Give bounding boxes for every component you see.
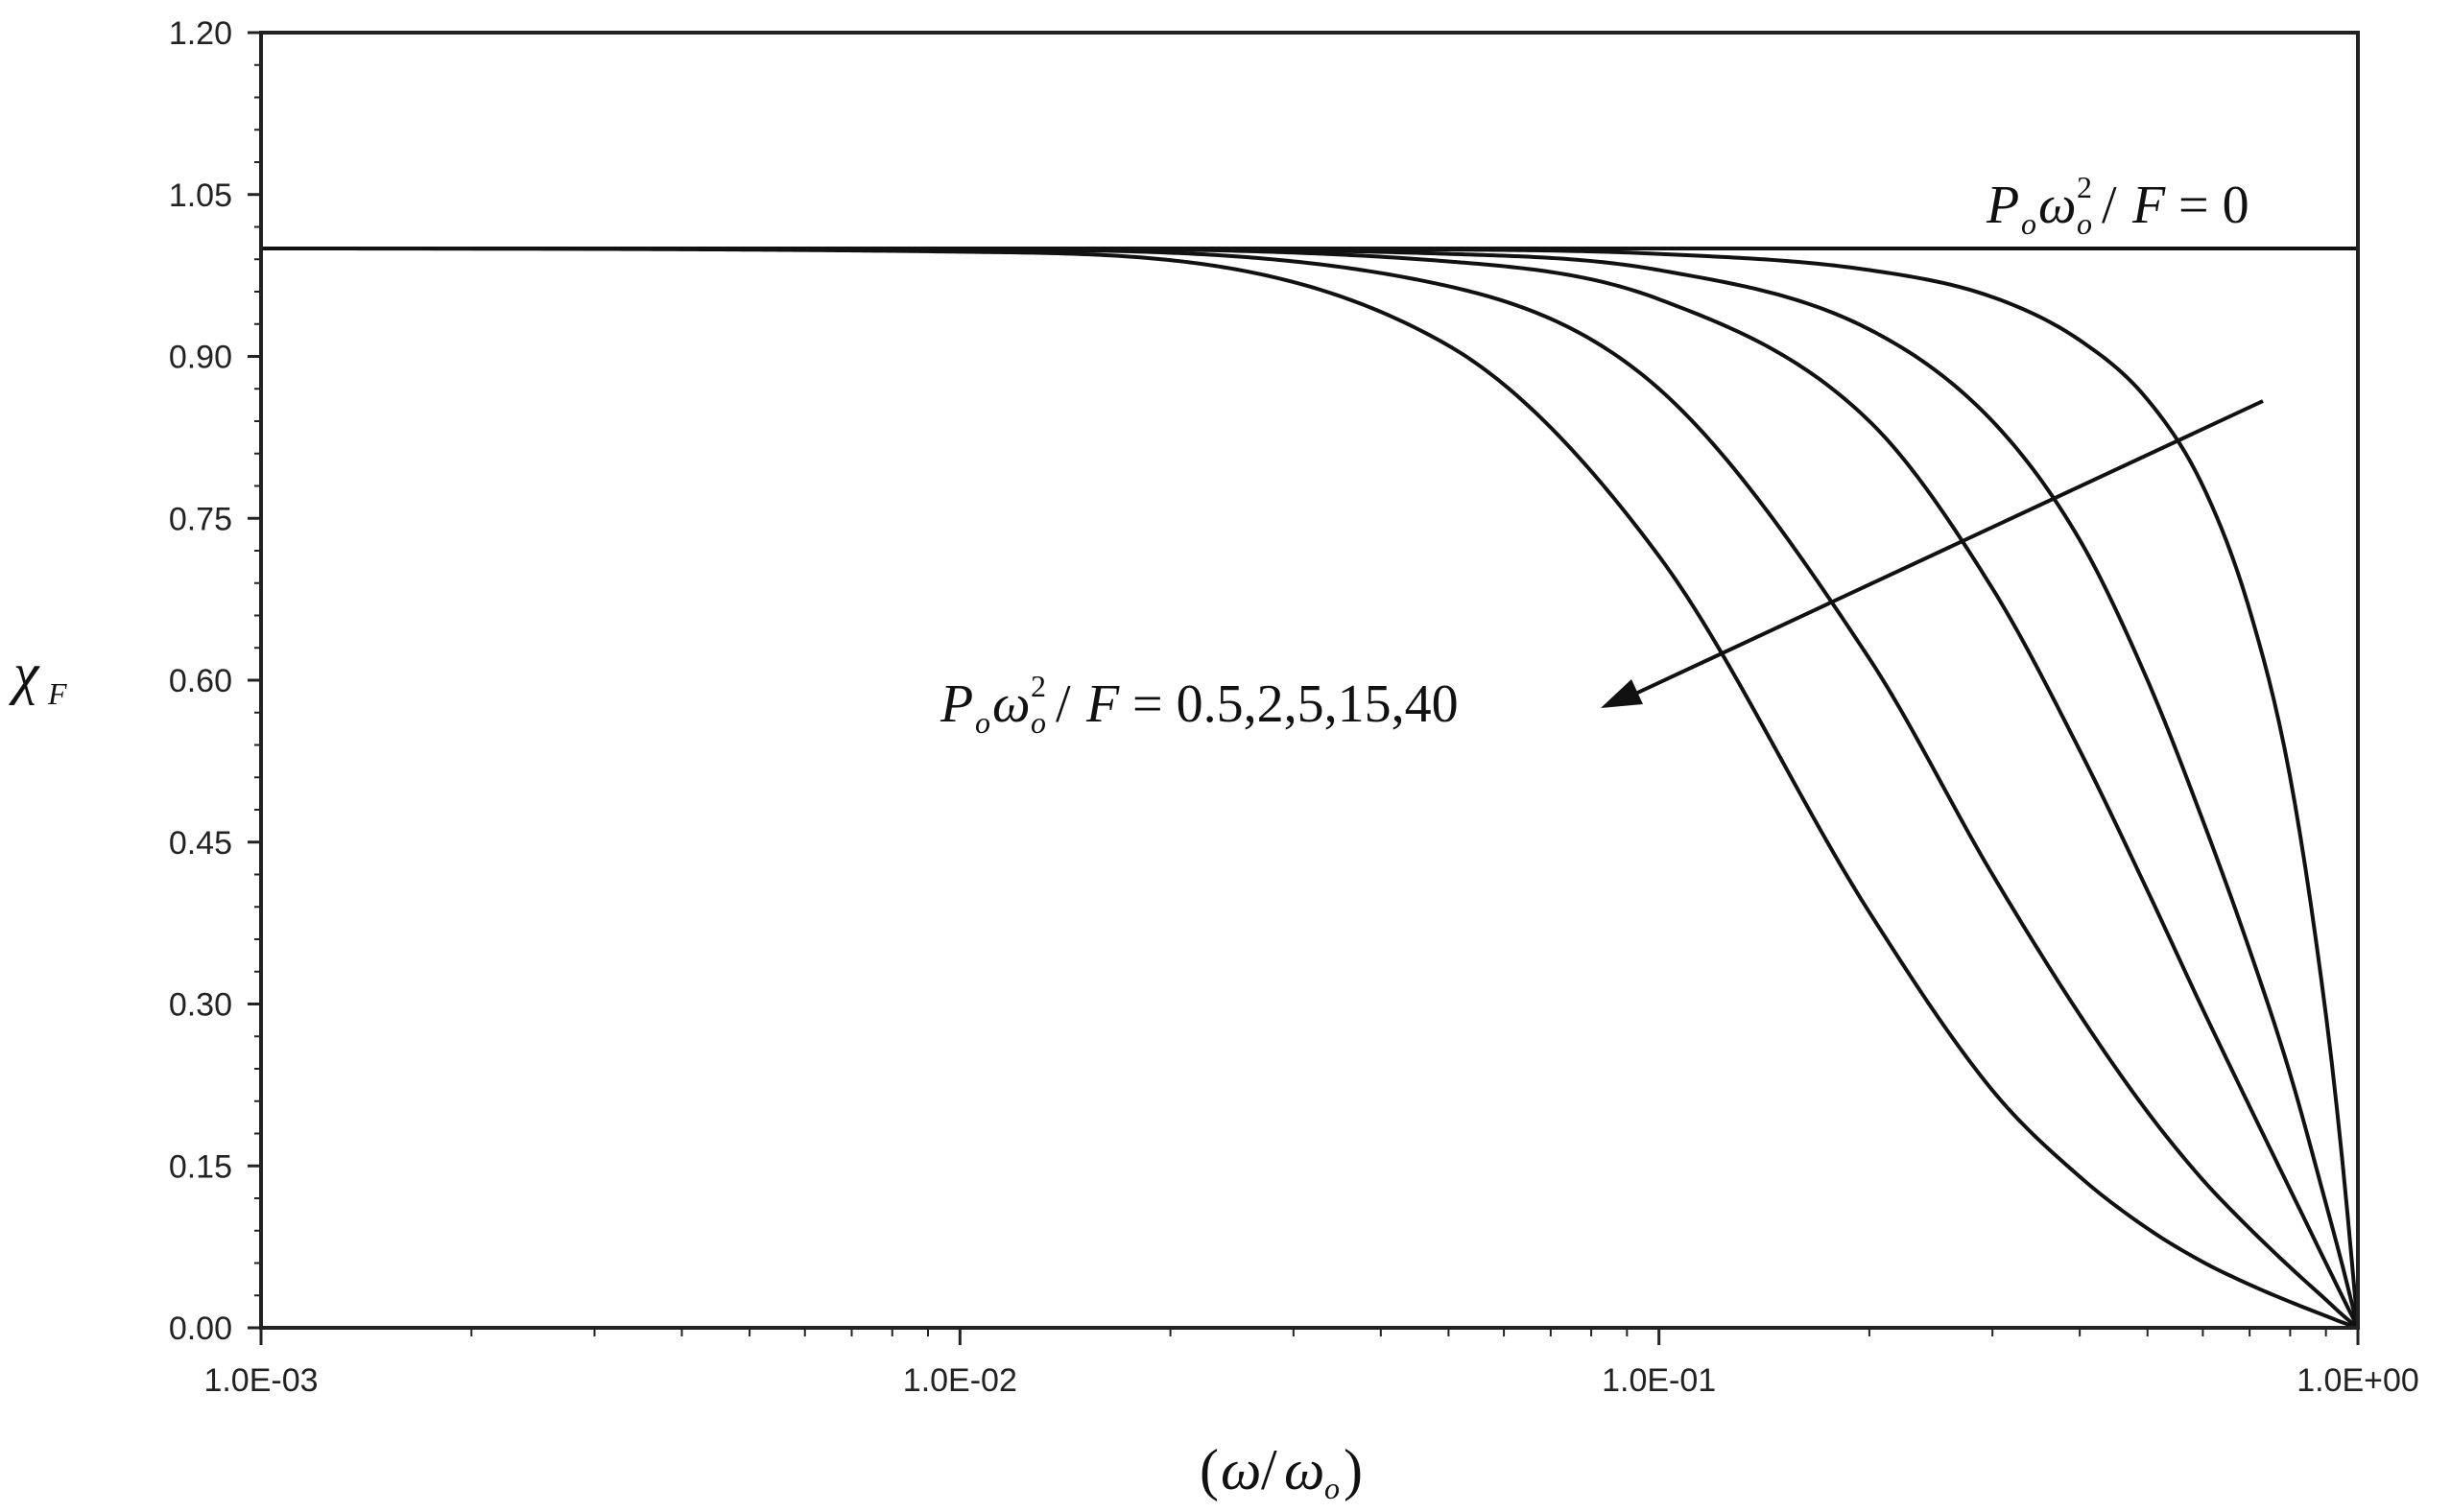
svg-text:(: ( (1200, 1438, 1219, 1501)
svg-text:= 0: = 0 (2178, 176, 2249, 235)
y-tick-label: 0.15 (169, 1148, 232, 1185)
plot-frame (259, 31, 2360, 1330)
y-tick-label: 0.75 (169, 501, 232, 537)
svg-text:/: / (2102, 176, 2117, 235)
svg-text:ω: ω (992, 674, 1031, 734)
x-tick-label: 1.0E-02 (903, 1362, 1017, 1399)
svg-text:): ) (1344, 1438, 1363, 1501)
svg-text:F: F (1085, 674, 1120, 734)
tick-labels: 0.00 0.15 0.30 0.45 0.60 0.75 0.90 1.05 1.20 1.0E… (169, 15, 2419, 1399)
svg-text:F: F (2131, 176, 2166, 235)
annotation-family: P o ω o 2 / F = 0.5,2,5,15,40 (940, 669, 1459, 740)
x-tick-label: 1.0E-01 (1602, 1362, 1716, 1399)
y-tick-label: 0.30 (169, 987, 232, 1024)
svg-text:ω: ω (1221, 1438, 1261, 1501)
y-tick-label: 1.20 (169, 15, 232, 52)
major-ticks (248, 31, 2360, 1345)
svg-text:o: o (975, 705, 990, 740)
series-line-3 (261, 247, 2360, 1329)
y-tick-label: 0.00 (169, 1311, 232, 1347)
svg-text:o: o (1324, 1471, 1340, 1505)
svg-text:2: 2 (2077, 170, 2092, 204)
svg-text:P: P (1986, 176, 2019, 235)
svg-text:o: o (2077, 206, 2092, 241)
series-group (261, 247, 2360, 1330)
series-line-2 (261, 247, 2360, 1329)
x-tick-label: 1.0E+00 (2296, 1362, 2419, 1399)
y-tick-label: 1.05 (169, 177, 232, 214)
annotation-top: P o ω o 2 / F = 0 (1986, 170, 2249, 241)
svg-text:2: 2 (1031, 669, 1046, 703)
svg-text:/: / (1261, 1438, 1277, 1501)
series-line-1 (261, 247, 2360, 1329)
svg-text:ω: ω (2038, 176, 2077, 235)
svg-text:o: o (2021, 206, 2036, 241)
annotation-arrow (1630, 399, 2264, 697)
x-axis-label: ( ω / ω o ) (1200, 1438, 1363, 1505)
y-tick-label: 0.45 (169, 825, 232, 862)
y-axis-label: χ F (9, 642, 67, 711)
svg-text:/: / (1056, 674, 1071, 734)
svg-text:ω: ω (1284, 1438, 1324, 1501)
svg-text:χ: χ (9, 642, 40, 705)
x-tick-label: 1.0E-03 (203, 1362, 318, 1399)
svg-text:P: P (940, 674, 973, 734)
annotation-arrowhead (1601, 679, 1643, 708)
svg-text:= 0.5,2,5,15,40: = 0.5,2,5,15,40 (1132, 674, 1459, 734)
y-tick-label: 0.60 (169, 663, 232, 699)
svg-text:F: F (47, 676, 67, 711)
y-tick-label: 0.90 (169, 340, 232, 376)
svg-text:o: o (1031, 705, 1046, 740)
series-line-4 (261, 247, 2360, 1330)
series-line-5 (261, 247, 2359, 1330)
